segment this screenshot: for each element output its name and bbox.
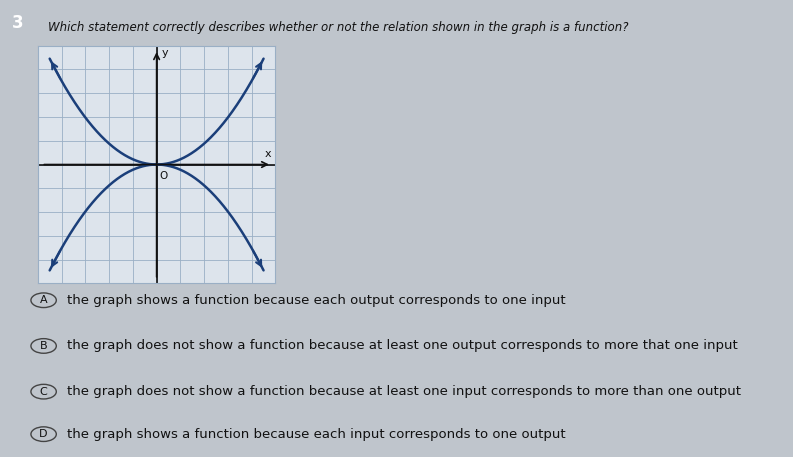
Text: O: O	[159, 171, 168, 181]
Text: D: D	[40, 429, 48, 439]
Text: the graph does not show a function because at least one input corresponds to mor: the graph does not show a function becau…	[67, 385, 741, 398]
Text: the graph shows a function because each output corresponds to one input: the graph shows a function because each …	[67, 294, 566, 307]
Text: x: x	[265, 149, 272, 159]
Text: y: y	[162, 48, 168, 58]
Text: A: A	[40, 295, 48, 305]
Text: C: C	[40, 387, 48, 397]
Text: Which statement correctly describes whether or not the relation shown in the gra: Which statement correctly describes whet…	[48, 21, 628, 33]
Text: B: B	[40, 341, 48, 351]
Text: 3: 3	[12, 14, 24, 32]
Text: the graph does not show a function because at least one output corresponds to mo: the graph does not show a function becau…	[67, 340, 738, 352]
Text: the graph shows a function because each input corresponds to one output: the graph shows a function because each …	[67, 428, 566, 441]
